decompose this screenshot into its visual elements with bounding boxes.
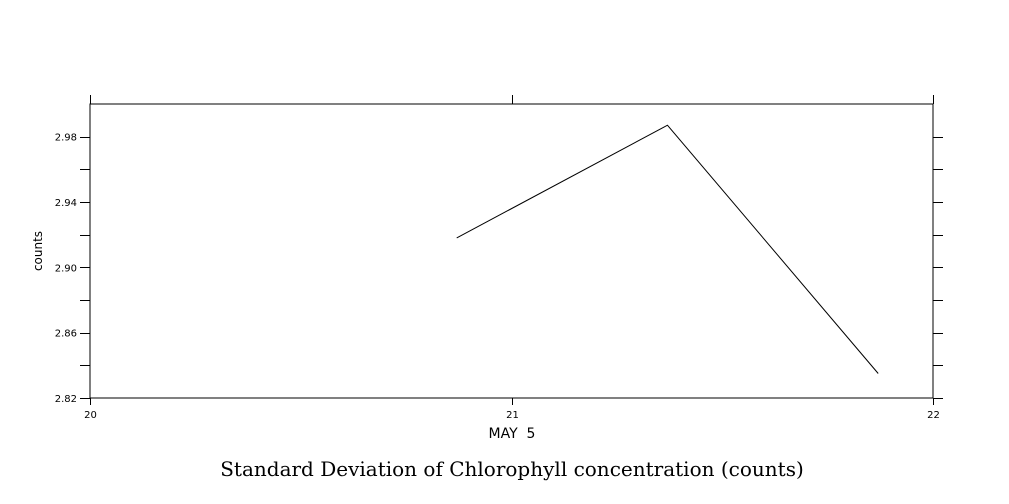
y-tick-label: 2.82 <box>55 394 77 405</box>
x-tick-label: 21 <box>506 410 519 421</box>
y-tick-label: 2.98 <box>55 133 77 144</box>
x-tick-label: 20 <box>84 410 97 421</box>
series-line <box>456 124 879 374</box>
y-tick-label: 2.94 <box>55 198 77 209</box>
tick-labels: 2.82 2.86 2.90 2.94 2.98 20 21 22 <box>55 133 940 421</box>
x-tick-label: 22 <box>927 410 940 421</box>
axis-ticks <box>80 95 943 405</box>
x-axis-label: MAY 5 <box>489 426 536 442</box>
chart-title: Standard Deviation of Chlorophyll concen… <box>220 457 804 481</box>
y-tick-label: 2.86 <box>55 329 77 340</box>
y-tick-label: 2.90 <box>55 263 77 274</box>
y-axis-label: counts <box>31 231 45 271</box>
plot-frame <box>89 103 934 399</box>
